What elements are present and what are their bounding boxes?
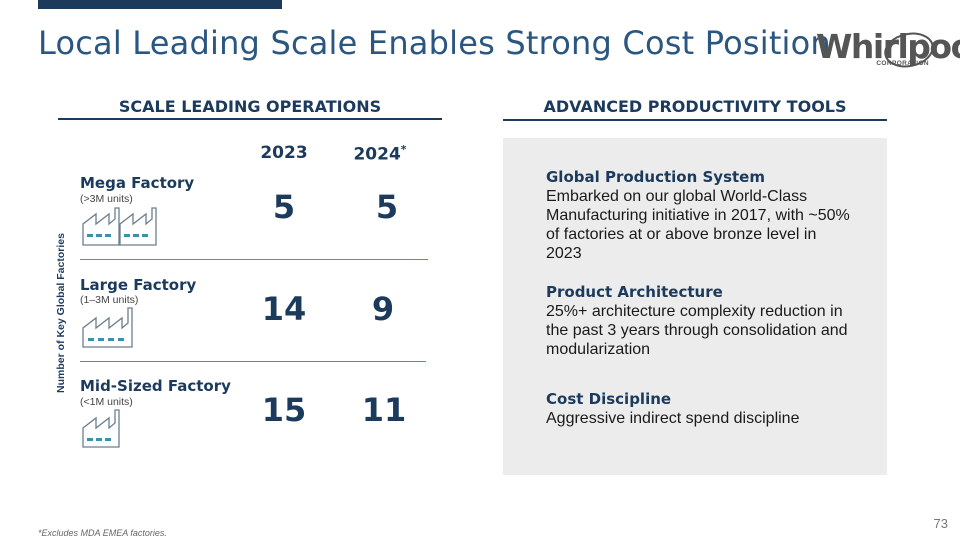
y-axis-title: Number of Key Global Factories [55, 233, 67, 393]
mid-factory-2024-value: 11 [361, 391, 407, 429]
scale-operations-heading: SCALE LEADING OPERATIONS [118, 97, 382, 116]
product-architecture-heading: Product Architecture [546, 283, 723, 301]
productivity-tools-heading: ADVANCED PRODUCTIVITY TOOLS [543, 97, 847, 116]
year-2024-label: 2024 [353, 144, 401, 165]
footnote: *Excludes MDA EMEA factories. [38, 528, 167, 538]
right-heading-rule [503, 119, 887, 121]
mid-factory-icon [82, 409, 120, 448]
year-2024-header: 2024* [340, 143, 420, 165]
large-factory-icon [82, 307, 133, 348]
mega-factory-icon [82, 207, 157, 246]
mega-factory-label: Mega Factory [80, 174, 195, 192]
large-factory-2023-value: 14 [261, 290, 307, 328]
mid-factory-range: (<1M units) [80, 396, 133, 408]
gps-body: Embarked on our global World-Class Manuf… [546, 188, 850, 262]
cost-discipline-heading: Cost Discipline [546, 390, 672, 408]
logo-swoosh-icon [884, 32, 933, 68]
gps-heading: Global Production System [546, 168, 765, 186]
mega-factory-2024-value: 5 [375, 188, 399, 226]
large-factory-label: Large Factory [80, 276, 197, 294]
row-separator [80, 361, 426, 362]
row-separator [80, 259, 428, 260]
large-factory-2024-value: 9 [371, 290, 395, 328]
whirlpool-logo: Whirlpool CORPORATION [816, 28, 960, 72]
mid-factory-2023-value: 15 [261, 391, 307, 429]
mega-factory-2023-value: 5 [272, 188, 296, 226]
page-number: 73 [933, 516, 948, 531]
mid-factory-label: Mid-Sized Factory [80, 377, 231, 395]
productivity-tools-panel [503, 138, 887, 475]
left-heading-rule [58, 118, 442, 120]
top-accent-bar [38, 0, 282, 9]
year-2024-asterisk: * [400, 143, 407, 156]
cost-discipline-body: Aggressive indirect spend discipline [546, 410, 800, 427]
mega-factory-range: (>3M units) [80, 193, 133, 205]
product-architecture-body: 25%+ architecture complexity reduction i… [546, 303, 848, 358]
page-title: Local Leading Scale Enables Strong Cost … [38, 24, 831, 62]
large-factory-range: (1–3M units) [80, 294, 139, 306]
logo-subtitle: CORPORATION [876, 60, 929, 67]
year-2023-header: 2023 [260, 143, 308, 163]
